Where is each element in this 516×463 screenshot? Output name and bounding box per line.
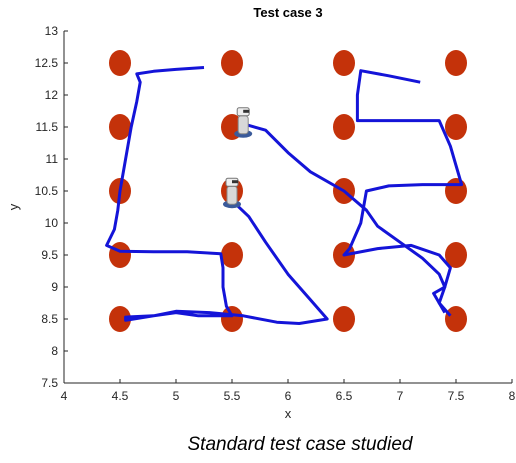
x-tick-label: 7.5	[448, 389, 465, 403]
obstacle	[221, 50, 243, 76]
chart-title: Test case 3	[253, 5, 322, 20]
obstacle	[109, 306, 131, 332]
y-tick-label: 10.5	[35, 184, 59, 198]
y-tick-label: 8.5	[41, 312, 58, 326]
y-tick-label: 9.5	[41, 248, 58, 262]
obstacle	[445, 306, 467, 332]
y-tick-label: 12.5	[35, 56, 59, 70]
robot-visor	[243, 109, 250, 113]
robot-path	[105, 66, 329, 325]
robot	[223, 177, 241, 209]
obstacle	[333, 114, 355, 140]
y-tick-label: 10	[45, 216, 59, 230]
caption: Standard test case studied	[188, 434, 414, 455]
obstacle	[333, 306, 355, 332]
y-tick-label: 11	[46, 152, 59, 166]
robot-body	[237, 115, 249, 135]
y-tick-label: 11.5	[36, 120, 59, 134]
obstacle	[445, 242, 467, 268]
x-tick-label: 6.5	[336, 389, 353, 403]
robot-body	[226, 185, 238, 205]
y-tick-label: 9	[51, 280, 58, 294]
x-tick-label: 7	[397, 389, 404, 403]
robot-path	[242, 122, 452, 317]
obstacle	[109, 242, 131, 268]
obstacle	[445, 114, 467, 140]
robot-visor	[232, 180, 238, 184]
y-tick-label: 12	[45, 88, 59, 102]
obstacle	[109, 114, 131, 140]
obstacle	[333, 50, 355, 76]
robot	[234, 107, 253, 138]
x-tick-label: 5	[173, 389, 180, 403]
y-tick-label: 13	[45, 24, 59, 38]
y-tick-label: 8	[51, 344, 58, 358]
x-tick-label: 8	[509, 389, 516, 403]
y-axis-label: y	[6, 203, 21, 210]
obstacle	[445, 178, 467, 204]
obstacle	[221, 306, 243, 332]
x-tick-label: 4	[61, 389, 68, 403]
x-axis-label: x	[285, 406, 292, 421]
robot-path	[342, 69, 464, 314]
x-tick-label: 4.5	[112, 389, 129, 403]
y-tick-label: 7.5	[41, 376, 58, 390]
obstacle	[221, 242, 243, 268]
x-tick-label: 6	[285, 389, 292, 403]
obstacle	[445, 50, 467, 76]
obstacle	[109, 50, 131, 76]
x-tick-label: 5.5	[224, 389, 241, 403]
